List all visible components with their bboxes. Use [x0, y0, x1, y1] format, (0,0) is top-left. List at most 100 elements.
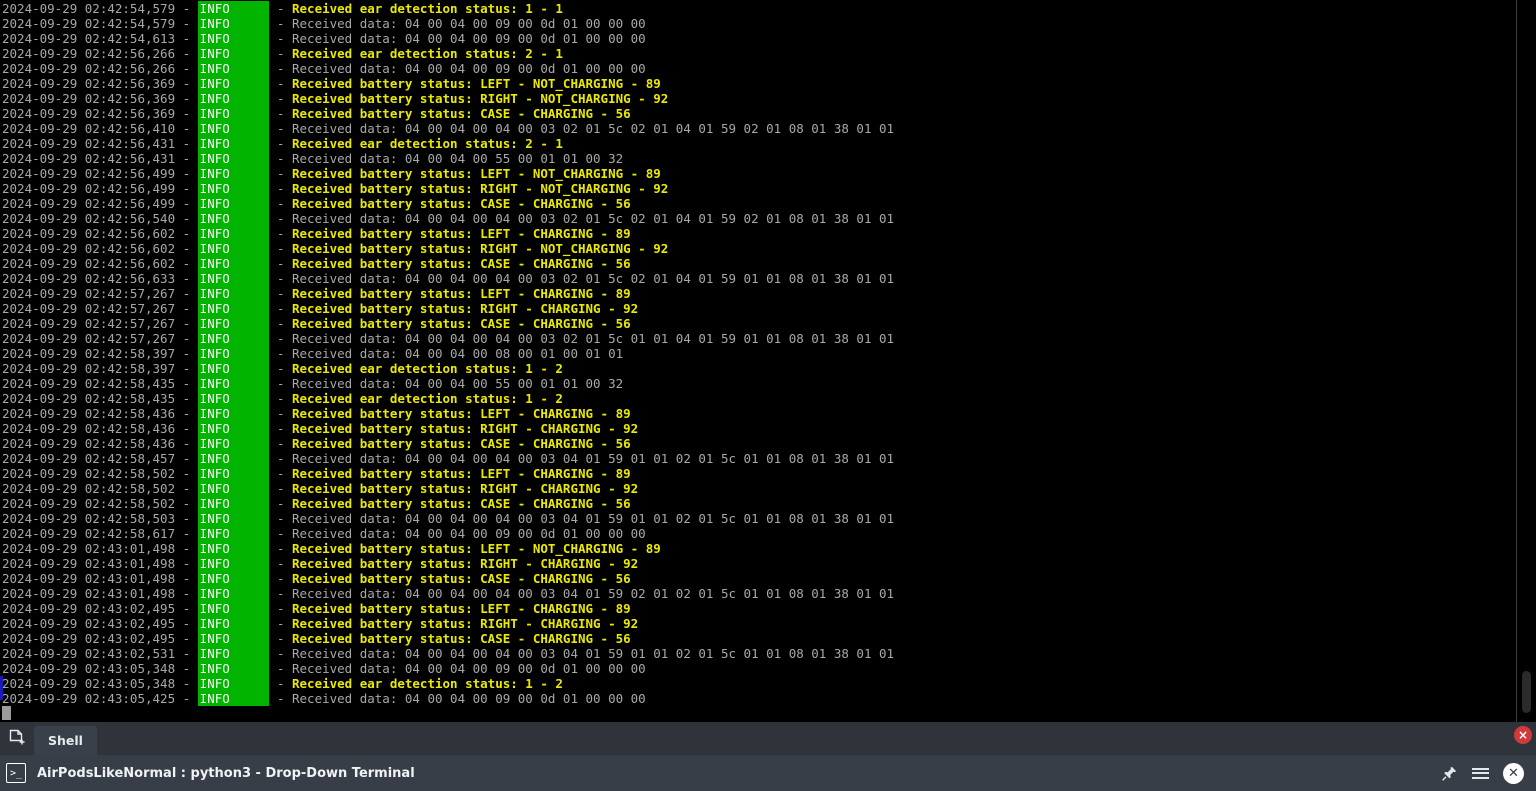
log-separator: - — [269, 616, 292, 631]
log-level-padding — [231, 331, 270, 346]
log-level-badge: INFO — [197, 331, 232, 346]
log-separator: - — [269, 316, 292, 331]
log-level-badge: INFO — [197, 166, 232, 181]
terminal-log-line: 2024-09-29 02:42:54,613 - INFO - Receive… — [2, 31, 1512, 46]
terminal-title-bar: >_ AirPodsLikeNormal : python3 - Drop-Do… — [0, 755, 1536, 791]
log-message: Received battery status: LEFT - CHARGING… — [292, 406, 631, 421]
log-message: Received data: 04 00 04 00 09 00 0d 01 0… — [292, 61, 646, 76]
terminal-log-line: 2024-09-29 02:43:01,498 - INFO - Receive… — [2, 556, 1512, 571]
log-level-padding — [231, 691, 270, 706]
log-timestamp: 2024-09-29 02:42:58,457 - — [2, 451, 198, 466]
terminal-log-line: 2024-09-29 02:42:58,457 - INFO - Receive… — [2, 451, 1512, 466]
log-timestamp: 2024-09-29 02:42:58,617 - — [2, 526, 198, 541]
log-message: Received data: 04 00 04 00 08 00 01 00 0… — [292, 346, 624, 361]
terminal-log-line: 2024-09-29 02:42:58,435 - INFO - Receive… — [2, 391, 1512, 406]
log-level-badge: INFO — [197, 31, 232, 46]
log-message: Received battery status: LEFT - CHARGING… — [292, 466, 631, 481]
log-timestamp: 2024-09-29 02:43:02,531 - — [2, 646, 198, 661]
log-level-padding — [231, 286, 270, 301]
log-separator: - — [269, 466, 292, 481]
log-level-padding — [231, 256, 270, 271]
log-level-badge: INFO — [197, 631, 232, 646]
new-tab-icon[interactable] — [0, 722, 34, 755]
log-level-padding — [231, 421, 270, 436]
log-separator: - — [269, 61, 292, 76]
log-message: Received battery status: RIGHT - NOT_CHA… — [292, 241, 669, 256]
log-separator: - — [269, 301, 292, 316]
log-timestamp: 2024-09-29 02:43:01,498 - — [2, 571, 198, 586]
log-level-badge: INFO — [197, 496, 232, 511]
log-level-padding — [231, 31, 270, 46]
log-level-badge: INFO — [197, 451, 232, 466]
log-separator: - — [269, 331, 292, 346]
log-level-padding — [231, 166, 270, 181]
log-separator: - — [269, 436, 292, 451]
terminal-log-line: 2024-09-29 02:42:56,499 - INFO - Receive… — [2, 196, 1512, 211]
log-message: Received battery status: CASE - CHARGING… — [292, 106, 631, 121]
log-separator: - — [269, 76, 292, 91]
terminal-log-line: 2024-09-29 02:42:54,579 - INFO - Receive… — [2, 1, 1512, 16]
log-timestamp: 2024-09-29 02:42:58,502 - — [2, 466, 198, 481]
log-level-padding — [231, 586, 270, 601]
scrollbar-thumb[interactable] — [1522, 671, 1531, 713]
prompt-icon-glyph: >_ — [9, 767, 23, 779]
log-level-badge: INFO — [197, 271, 232, 286]
log-level-badge: INFO — [197, 256, 232, 271]
tab-shell-label: Shell — [48, 733, 83, 748]
log-level-padding — [231, 391, 270, 406]
log-level-padding — [231, 616, 270, 631]
log-message: Received battery status: LEFT - CHARGING… — [292, 601, 631, 616]
terminal-tab-bar: Shell × — [0, 722, 1536, 755]
log-message: Received data: 04 00 04 00 09 00 0d 01 0… — [292, 691, 646, 706]
log-level-badge: INFO — [197, 46, 232, 61]
log-timestamp: 2024-09-29 02:42:58,502 - — [2, 481, 198, 496]
terminal-output-area[interactable]: 2024-09-29 02:42:54,579 - INFO - Receive… — [0, 0, 1536, 722]
log-separator: - — [269, 16, 292, 31]
log-message: Received data: 04 00 04 00 09 00 0d 01 0… — [292, 661, 646, 676]
log-level-padding — [231, 346, 270, 361]
close-window-icon[interactable]: ✕ — [1503, 762, 1524, 784]
log-timestamp: 2024-09-29 02:42:58,502 - — [2, 496, 198, 511]
log-level-badge: INFO — [197, 661, 232, 676]
log-level-padding — [231, 571, 270, 586]
log-message: Received battery status: RIGHT - CHARGIN… — [292, 481, 639, 496]
close-icon[interactable]: × — [1514, 726, 1532, 744]
log-timestamp: 2024-09-29 02:42:58,435 - — [2, 391, 198, 406]
log-separator: - — [269, 106, 292, 121]
log-level-badge: INFO — [197, 91, 232, 106]
log-level-padding — [231, 436, 270, 451]
log-timestamp: 2024-09-29 02:42:57,267 - — [2, 286, 198, 301]
terminal-log-line: 2024-09-29 02:42:58,436 - INFO - Receive… — [2, 406, 1512, 421]
log-separator: - — [269, 451, 292, 466]
log-timestamp: 2024-09-29 02:42:56,266 - — [2, 61, 198, 76]
log-level-padding — [231, 46, 270, 61]
pin-icon[interactable] — [1441, 765, 1458, 782]
log-timestamp: 2024-09-29 02:43:05,425 - — [2, 691, 198, 706]
terminal-log-line: 2024-09-29 02:43:02,495 - INFO - Receive… — [2, 601, 1512, 616]
log-timestamp: 2024-09-29 02:42:57,267 - — [2, 301, 198, 316]
log-level-badge: INFO — [197, 361, 232, 376]
log-message: Received data: 04 00 04 00 04 00 03 02 0… — [292, 121, 895, 136]
log-separator: - — [269, 286, 292, 301]
hamburger-icon[interactable] — [1472, 765, 1489, 781]
tab-shell[interactable]: Shell — [34, 726, 97, 755]
log-level-badge: INFO — [197, 226, 232, 241]
log-level-badge: INFO — [197, 586, 232, 601]
log-level-padding — [231, 406, 270, 421]
log-level-padding — [231, 181, 270, 196]
titlebar-actions: ✕ — [1441, 762, 1536, 784]
log-level-badge: INFO — [197, 316, 232, 331]
terminal-log-line: 2024-09-29 02:42:58,436 - INFO - Receive… — [2, 436, 1512, 451]
log-separator: - — [269, 631, 292, 646]
terminal-log-line: 2024-09-29 02:42:56,369 - INFO - Receive… — [2, 106, 1512, 121]
log-timestamp: 2024-09-29 02:42:56,602 - — [2, 241, 198, 256]
log-level-padding — [231, 631, 270, 646]
log-timestamp: 2024-09-29 02:42:56,602 - — [2, 226, 198, 241]
terminal-scrollbar[interactable] — [1516, 0, 1536, 722]
log-timestamp: 2024-09-29 02:42:58,397 - — [2, 346, 198, 361]
log-message: Received battery status: RIGHT - NOT_CHA… — [292, 91, 669, 106]
log-message: Received data: 04 00 04 00 04 00 03 02 0… — [292, 271, 895, 286]
log-timestamp: 2024-09-29 02:43:01,498 - — [2, 556, 198, 571]
log-message: Received data: 04 00 04 00 09 00 0d 01 0… — [292, 526, 646, 541]
log-level-badge: INFO — [197, 241, 232, 256]
